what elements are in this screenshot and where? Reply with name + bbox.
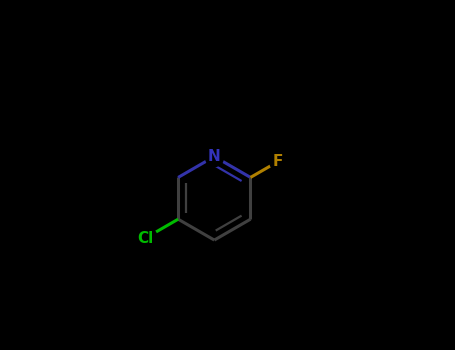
- Text: N: N: [208, 149, 221, 164]
- Text: F: F: [272, 154, 283, 169]
- Text: Cl: Cl: [137, 231, 154, 246]
